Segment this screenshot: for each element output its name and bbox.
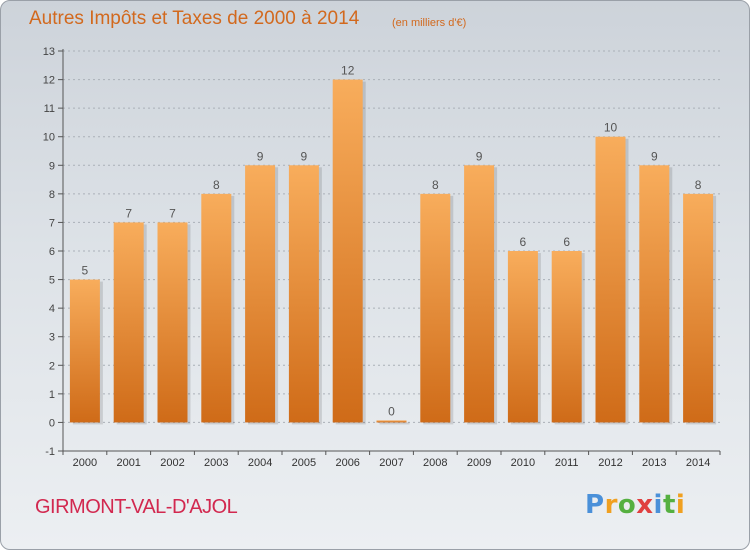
data-label: 9 — [257, 149, 264, 163]
data-label: 7 — [169, 206, 176, 220]
x-tick-label: 2002 — [160, 457, 184, 469]
bar — [376, 420, 407, 423]
bar — [464, 165, 495, 423]
data-label: 9 — [301, 149, 308, 163]
x-tick-label: 2003 — [204, 457, 228, 469]
y-tick-label: 13 — [43, 46, 55, 58]
y-tick-label: 3 — [49, 332, 55, 344]
x-tick-label: 2010 — [511, 457, 535, 469]
data-label: 7 — [125, 206, 132, 220]
bar — [507, 251, 538, 423]
bar — [551, 251, 582, 423]
proxiti-logo: Proxiti — [585, 490, 686, 520]
data-label: 10 — [604, 121, 618, 135]
bar — [639, 165, 670, 423]
commune-name: GIRMONT-VAL-D'AJOL — [35, 496, 238, 518]
x-tick-label: 2004 — [248, 457, 272, 469]
data-label: 9 — [476, 149, 483, 163]
data-label: 12 — [341, 64, 355, 78]
bar — [245, 165, 276, 423]
data-label: 6 — [520, 235, 527, 249]
bar — [420, 193, 451, 423]
chart-subtitle: (en milliers d'€) — [392, 17, 467, 29]
y-tick-label: -1 — [45, 446, 55, 458]
bar — [201, 193, 232, 423]
chart-title: Autres Impôts et Taxes de 2000 à 2014 — [29, 8, 360, 29]
data-label: 6 — [563, 235, 570, 249]
bar — [595, 136, 626, 423]
bar — [69, 279, 100, 423]
bar-shadow — [379, 422, 410, 425]
bar — [113, 222, 144, 423]
y-tick-label: 1 — [49, 389, 55, 401]
y-tick-label: 9 — [49, 160, 55, 172]
x-tick-label: 2014 — [686, 457, 710, 469]
y-tick-label: 10 — [43, 132, 55, 144]
data-label: 8 — [213, 178, 220, 192]
y-tick-label: 8 — [49, 189, 55, 201]
y-tick-label: 11 — [44, 103, 55, 115]
x-tick-label: 2011 — [555, 457, 579, 469]
bar — [332, 79, 363, 423]
y-tick-label: 5 — [49, 275, 55, 287]
x-tick-label: 2013 — [642, 457, 666, 469]
x-tick-label: 2012 — [598, 457, 622, 469]
data-label: 8 — [695, 178, 702, 192]
y-tick-label: 6 — [49, 246, 55, 258]
y-tick-label: 12 — [43, 75, 55, 87]
data-label: 0 — [388, 404, 395, 418]
data-label: 9 — [651, 149, 658, 163]
x-tick-label: 2001 — [116, 457, 140, 469]
bar — [157, 222, 188, 423]
x-tick-label: 2009 — [467, 457, 491, 469]
x-tick-label: 2008 — [423, 457, 447, 469]
y-tick-label: 4 — [49, 303, 55, 315]
x-tick-label: 2006 — [335, 457, 359, 469]
y-tick-label: 2 — [49, 360, 55, 372]
data-label: 8 — [432, 178, 439, 192]
y-tick-label: 0 — [49, 417, 55, 429]
data-label: 5 — [82, 264, 89, 278]
bar — [683, 193, 714, 423]
y-tick-label: 7 — [49, 217, 55, 229]
bar — [288, 165, 319, 423]
x-tick-label: 2000 — [73, 457, 97, 469]
x-tick-label: 2005 — [292, 457, 316, 469]
x-tick-label: 2007 — [379, 457, 403, 469]
